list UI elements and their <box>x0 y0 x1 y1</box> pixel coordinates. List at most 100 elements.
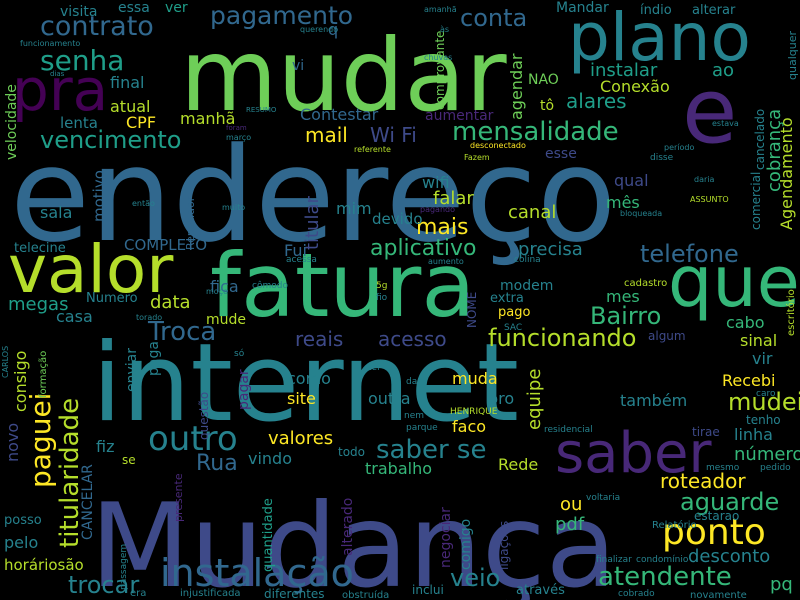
word-horariosao: horáriosão <box>4 556 84 574</box>
word-questao: questão <box>197 392 211 440</box>
word-acesso: acesso <box>378 327 447 351</box>
word-comercial: comercial <box>749 172 763 230</box>
word-rede: Rede <box>498 455 538 474</box>
word-comodo: cômodo <box>252 280 288 291</box>
word-mesmo: mesmo <box>706 463 740 473</box>
word-conexao: Conexão <box>600 77 670 96</box>
word-esse: esse <box>545 146 577 162</box>
word-mandar: Mandar <box>556 0 609 16</box>
word-muito: muito <box>222 203 245 212</box>
word-nao: NAO <box>528 72 559 88</box>
word-q: q <box>328 20 338 39</box>
word-era: era <box>130 588 146 599</box>
word-obstruida: obstruída <box>342 589 389 600</box>
word-colina: colina <box>514 255 541 265</box>
word-mensalidade: mensalidade <box>452 117 619 147</box>
word-pro: pro <box>488 389 514 408</box>
word-cabo: cabo <box>726 313 765 332</box>
word-internet: internet <box>92 321 519 446</box>
word-cobranca: cobrança <box>764 109 785 192</box>
word-repetidor: Repetidor <box>184 196 197 250</box>
word-falar: falar <box>433 188 474 209</box>
word-numero-plain: Numero <box>86 291 138 306</box>
word-reais: reais <box>295 327 343 351</box>
word-bairro: Bairro <box>590 302 661 330</box>
word-alterado: alterado <box>340 498 356 556</box>
word-marco: março <box>226 133 251 142</box>
word-aguarde: aguarde <box>680 488 779 516</box>
word-so: só <box>234 348 245 359</box>
word-pelo: pelo <box>4 533 38 552</box>
word-henrique: HENRIQUE <box>450 407 498 417</box>
word-outro: outro <box>148 419 238 459</box>
word-contestar: Contestar <box>300 105 379 124</box>
word-outra: outra <box>368 389 411 408</box>
word-agendar: agendar <box>507 53 526 120</box>
word-moco: moço <box>206 287 228 296</box>
word-voltaria: voltaria <box>586 493 620 503</box>
word-carlos: CARLOS <box>1 346 10 378</box>
word-muda: muda <box>452 369 498 388</box>
word-cobrado: cobrado <box>618 589 655 599</box>
word-vencimento: vencimento <box>40 126 182 154</box>
word-vindo: vindo <box>248 449 292 468</box>
word-amanha: amanhã <box>424 5 457 14</box>
word-ou: ou <box>560 494 582 515</box>
word-formacao: formação <box>38 351 49 398</box>
word-ao: ao <box>712 60 734 81</box>
word-pagamento: pagamento <box>210 1 353 30</box>
word-parque: parque <box>406 423 438 433</box>
word-fazem: Fazem <box>464 153 490 162</box>
word-devido: devido <box>372 210 423 228</box>
word-passagem: passagem <box>119 544 129 590</box>
word-lenta: lenta <box>60 114 98 132</box>
word-posso: posso <box>4 513 42 528</box>
word-titularidade: titularidade <box>55 398 85 548</box>
word-valor: valor <box>8 231 174 308</box>
word-paga: paga <box>146 341 162 376</box>
word-relatorio: Relatório <box>652 519 697 531</box>
word-plano: plano <box>568 0 751 76</box>
word-numero: número <box>734 444 800 465</box>
word-torado: torado <box>136 313 162 322</box>
word-completo: COMPLETO <box>124 236 207 254</box>
word-desconectado: desconectado <box>470 141 526 150</box>
word-cpf: CPF <box>126 113 156 132</box>
word-alares: alares <box>566 89 627 113</box>
word-sinal: sinal <box>740 331 777 350</box>
word-finalizar: finalizar <box>596 555 632 565</box>
word-mes: mes <box>606 287 640 306</box>
word-funcionando: funcionando <box>488 324 636 352</box>
word-querendo: querendo <box>300 25 338 34</box>
word-presente: presente <box>172 473 185 522</box>
word-enviar: enviar <box>124 348 140 392</box>
word-qualquer: qualquer <box>786 31 799 80</box>
word-novo: novo <box>3 423 22 462</box>
word-cancelar: CANCELAR <box>80 464 96 540</box>
word-trocar: trocar <box>68 571 139 599</box>
word-equipe: equipe <box>524 369 545 430</box>
word-pdf: pdf <box>555 514 585 535</box>
word-final: final <box>110 73 144 92</box>
word-mail: mail <box>305 123 348 147</box>
word-desconto: desconto <box>688 546 770 567</box>
word-fatura: fatura <box>210 234 475 337</box>
word-dias: dias <box>50 70 65 78</box>
word-modem: modem <box>500 278 553 294</box>
word-condominio: condomínio <box>636 555 689 565</box>
word-ponto: ponto <box>662 512 766 553</box>
word-tirae: tirae <box>692 425 720 439</box>
word-manha: manhã <box>180 109 235 128</box>
word-indio: índio <box>640 3 672 18</box>
word-mais: mais <box>416 215 469 240</box>
word-mim: mim <box>336 199 372 218</box>
word-instalar: instalar <box>590 60 658 81</box>
word-troca: Troca <box>147 317 216 347</box>
word-aumentar: aumentar <box>425 108 494 124</box>
word-tambem: também <box>620 391 687 410</box>
word-titular: titular <box>302 195 323 250</box>
word-linha: linha <box>734 425 773 444</box>
word-site: site <box>287 389 316 408</box>
word-agendamento: Agendamento <box>777 117 796 230</box>
